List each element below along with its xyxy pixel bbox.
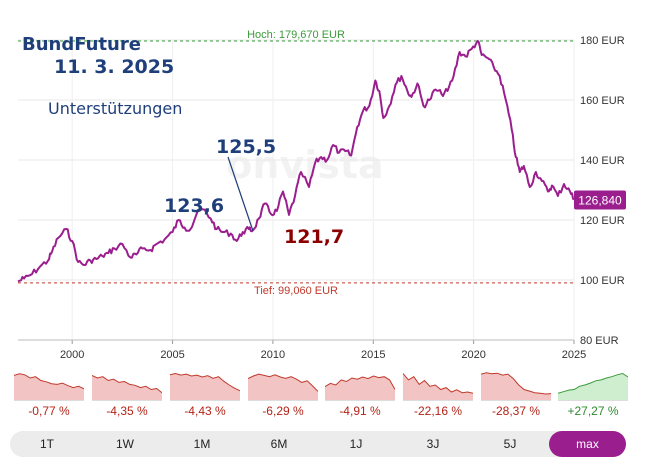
mini-chart bbox=[247, 369, 319, 401]
price-line bbox=[17, 40, 575, 283]
mini-chart-line bbox=[557, 372, 629, 394]
annotation-subtitle: Unterstützungen bbox=[48, 99, 183, 118]
period-change-label: -4,91 % bbox=[339, 404, 381, 418]
y-tick-label: 160 EUR bbox=[580, 95, 625, 107]
tab-1m[interactable]: 1M bbox=[193, 437, 211, 451]
y-tick-label: 180 EUR bbox=[580, 35, 625, 47]
y-tick-label: 140 EUR bbox=[580, 155, 625, 167]
period-change-label: -4,35 % bbox=[106, 404, 148, 418]
annotation-title: BundFuture bbox=[22, 34, 141, 55]
period-change-label: -4,43 % bbox=[184, 404, 226, 418]
x-tick-label: 2020 bbox=[461, 349, 485, 361]
mini-chart-graphic bbox=[169, 372, 241, 401]
annotation-level-123-6: 123,6 bbox=[164, 195, 225, 217]
tab-3j[interactable]: 3J bbox=[426, 437, 440, 451]
mini-chart bbox=[169, 369, 241, 401]
tab-5j[interactable]: 5J bbox=[503, 437, 517, 451]
mini-chart-area bbox=[92, 375, 162, 401]
mini-chart bbox=[480, 369, 552, 401]
mini-chart bbox=[13, 369, 85, 401]
mini-chart bbox=[91, 369, 163, 401]
last-price-badge: 126,840 bbox=[574, 190, 626, 210]
mini-chart-area bbox=[248, 374, 318, 401]
mini-chart-line bbox=[13, 373, 85, 390]
mini-chart-area bbox=[481, 372, 551, 401]
x-axis: 2000 2005 2010 2015 2020 2025 bbox=[18, 339, 586, 361]
tab-6m[interactable]: 6M bbox=[270, 437, 288, 451]
mini-chart-graphic bbox=[324, 375, 396, 401]
last-price-value: 126,840 bbox=[578, 193, 622, 207]
mini-chart-line bbox=[169, 372, 241, 392]
period-change-label: -28,37 % bbox=[491, 404, 541, 418]
tab-1t[interactable]: 1T bbox=[39, 437, 54, 451]
mini-chart-line bbox=[480, 372, 552, 395]
low-label: Tief: 99,060 EUR bbox=[254, 285, 338, 297]
y-tick-label: 80 EUR bbox=[580, 335, 619, 347]
mini-chart-area bbox=[325, 376, 395, 401]
annotation-level-125-5: 125,5 bbox=[216, 136, 277, 158]
y-tick-label: 100 EUR bbox=[580, 275, 625, 287]
mini-chart-line bbox=[402, 373, 474, 394]
mini-chart bbox=[324, 369, 396, 401]
x-tick-label: 2015 bbox=[361, 349, 385, 361]
mini-chart-graphic bbox=[557, 372, 629, 401]
tab-1j[interactable]: 1J bbox=[349, 437, 363, 451]
period-change-label: -6,29 % bbox=[262, 404, 304, 418]
grid-lines bbox=[18, 39, 575, 341]
annotation-date: 11. 3. 2025 bbox=[54, 56, 175, 78]
high-label: Hoch: 179,670 EUR bbox=[247, 29, 345, 41]
mini-chart bbox=[402, 369, 474, 401]
timeframe-tab-bar bbox=[10, 431, 626, 457]
mini-chart-line bbox=[91, 374, 163, 394]
mini-chart-area bbox=[558, 373, 628, 401]
y-axis: 80 EUR 100 EUR 120 EUR 140 EUR 160 EUR 180 EU… bbox=[580, 35, 625, 347]
mini-chart bbox=[557, 369, 629, 401]
mini-chart-area bbox=[170, 373, 240, 401]
x-tick-label: 2010 bbox=[261, 349, 285, 361]
mini-chart-graphic bbox=[91, 374, 163, 401]
tab-max[interactable]: max bbox=[549, 431, 626, 457]
mini-chart-graphic bbox=[13, 373, 85, 401]
mini-chart-area bbox=[14, 373, 84, 401]
period-change-label: -22,16 % bbox=[413, 404, 463, 418]
x-tick-label: 2005 bbox=[160, 349, 184, 361]
annotation-level-121-7: 121,7 bbox=[284, 226, 345, 248]
mini-chart-line bbox=[247, 373, 319, 392]
tab-1w[interactable]: 1W bbox=[116, 437, 134, 451]
x-tick-label: 2025 bbox=[562, 349, 586, 361]
period-change-label: -0,77 % bbox=[28, 404, 70, 418]
mini-chart-graphic bbox=[402, 373, 474, 401]
y-tick-label: 120 EUR bbox=[580, 215, 625, 227]
x-tick-label: 2000 bbox=[60, 349, 84, 361]
annotation-arrow bbox=[227, 156, 254, 231]
period-change-label: +27,27 % bbox=[567, 404, 619, 418]
mini-chart-line bbox=[324, 375, 396, 390]
last-price-badge-bg bbox=[574, 190, 626, 210]
mini-chart-graphic bbox=[480, 372, 552, 401]
mini-chart-graphic bbox=[247, 373, 319, 401]
